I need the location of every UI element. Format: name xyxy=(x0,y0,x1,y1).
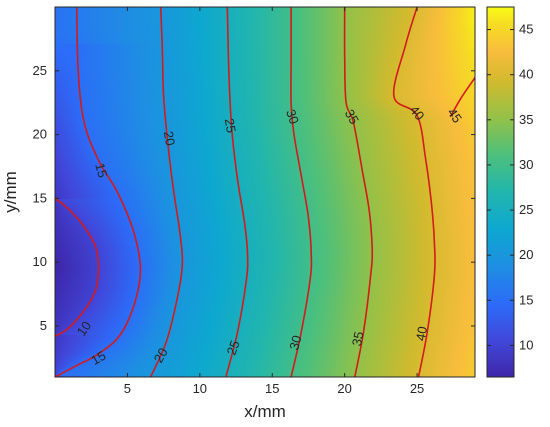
y-tick-label: 20 xyxy=(33,127,47,142)
x-tick-label: 20 xyxy=(337,381,351,396)
contour-label-25: 25 xyxy=(222,117,239,134)
contour-label-20: 20 xyxy=(151,345,171,365)
contour-line-25 xyxy=(225,7,249,377)
contour-label-45: 45 xyxy=(444,105,465,125)
contour-label-10: 10 xyxy=(74,318,95,338)
colorbar-tick-label: 25 xyxy=(519,202,533,217)
colorbar-tick-label: 40 xyxy=(519,67,533,82)
contour-label-15: 15 xyxy=(92,161,110,179)
colorbar-gradient xyxy=(486,6,515,378)
contour-label-20: 20 xyxy=(161,130,178,147)
contour-line-45 xyxy=(449,76,475,118)
colorbar-tick-label: 15 xyxy=(519,292,533,307)
contour-label-30: 30 xyxy=(283,107,302,126)
contour-line-35 xyxy=(343,7,374,377)
contour-label-35: 35 xyxy=(342,107,362,127)
contour-label-30: 30 xyxy=(286,334,304,352)
contour-label-35: 35 xyxy=(349,330,367,347)
x-tick-label: 5 xyxy=(124,381,131,396)
field-raster xyxy=(55,7,475,377)
colorbar: 10 15 20 25 30 35 40 45 xyxy=(486,6,533,378)
y-tick-label: 15 xyxy=(33,190,47,205)
x-axis-ticks: 5 10 15 20 25 xyxy=(124,7,424,396)
contour-line-30 xyxy=(290,7,313,377)
contour-label-15: 15 xyxy=(88,348,108,368)
plot-frame xyxy=(54,6,476,378)
x-tick-label: 15 xyxy=(265,381,279,396)
contour-line-40 xyxy=(392,7,436,377)
colorbar-tick-label: 35 xyxy=(519,112,533,127)
contour-line-15 xyxy=(55,7,142,377)
y-axis-ticks: 5 10 15 20 25 xyxy=(33,63,475,333)
colorbar-tick-label: 10 xyxy=(519,337,533,352)
colorbar-ticks: 10 15 20 25 30 35 40 45 xyxy=(487,22,533,352)
y-tick-label: 10 xyxy=(33,254,47,269)
contour-label-40: 40 xyxy=(413,325,430,342)
contour-label-25: 25 xyxy=(224,338,243,357)
contour-line-10 xyxy=(55,197,100,337)
colorbar-tick-label: 20 xyxy=(519,247,533,262)
contour-line-20 xyxy=(149,7,184,377)
colorbar-tick-label: 30 xyxy=(519,157,533,172)
x-tick-label: 10 xyxy=(193,381,207,396)
colorbar-tick-label: 45 xyxy=(519,22,533,37)
y-axis-label: y/mm xyxy=(1,171,20,213)
x-axis-label: x/mm xyxy=(244,402,286,421)
x-tick-label: 25 xyxy=(410,381,424,396)
contour-lines xyxy=(55,7,475,377)
y-tick-label: 5 xyxy=(40,318,47,333)
y-tick-label: 25 xyxy=(33,63,47,78)
